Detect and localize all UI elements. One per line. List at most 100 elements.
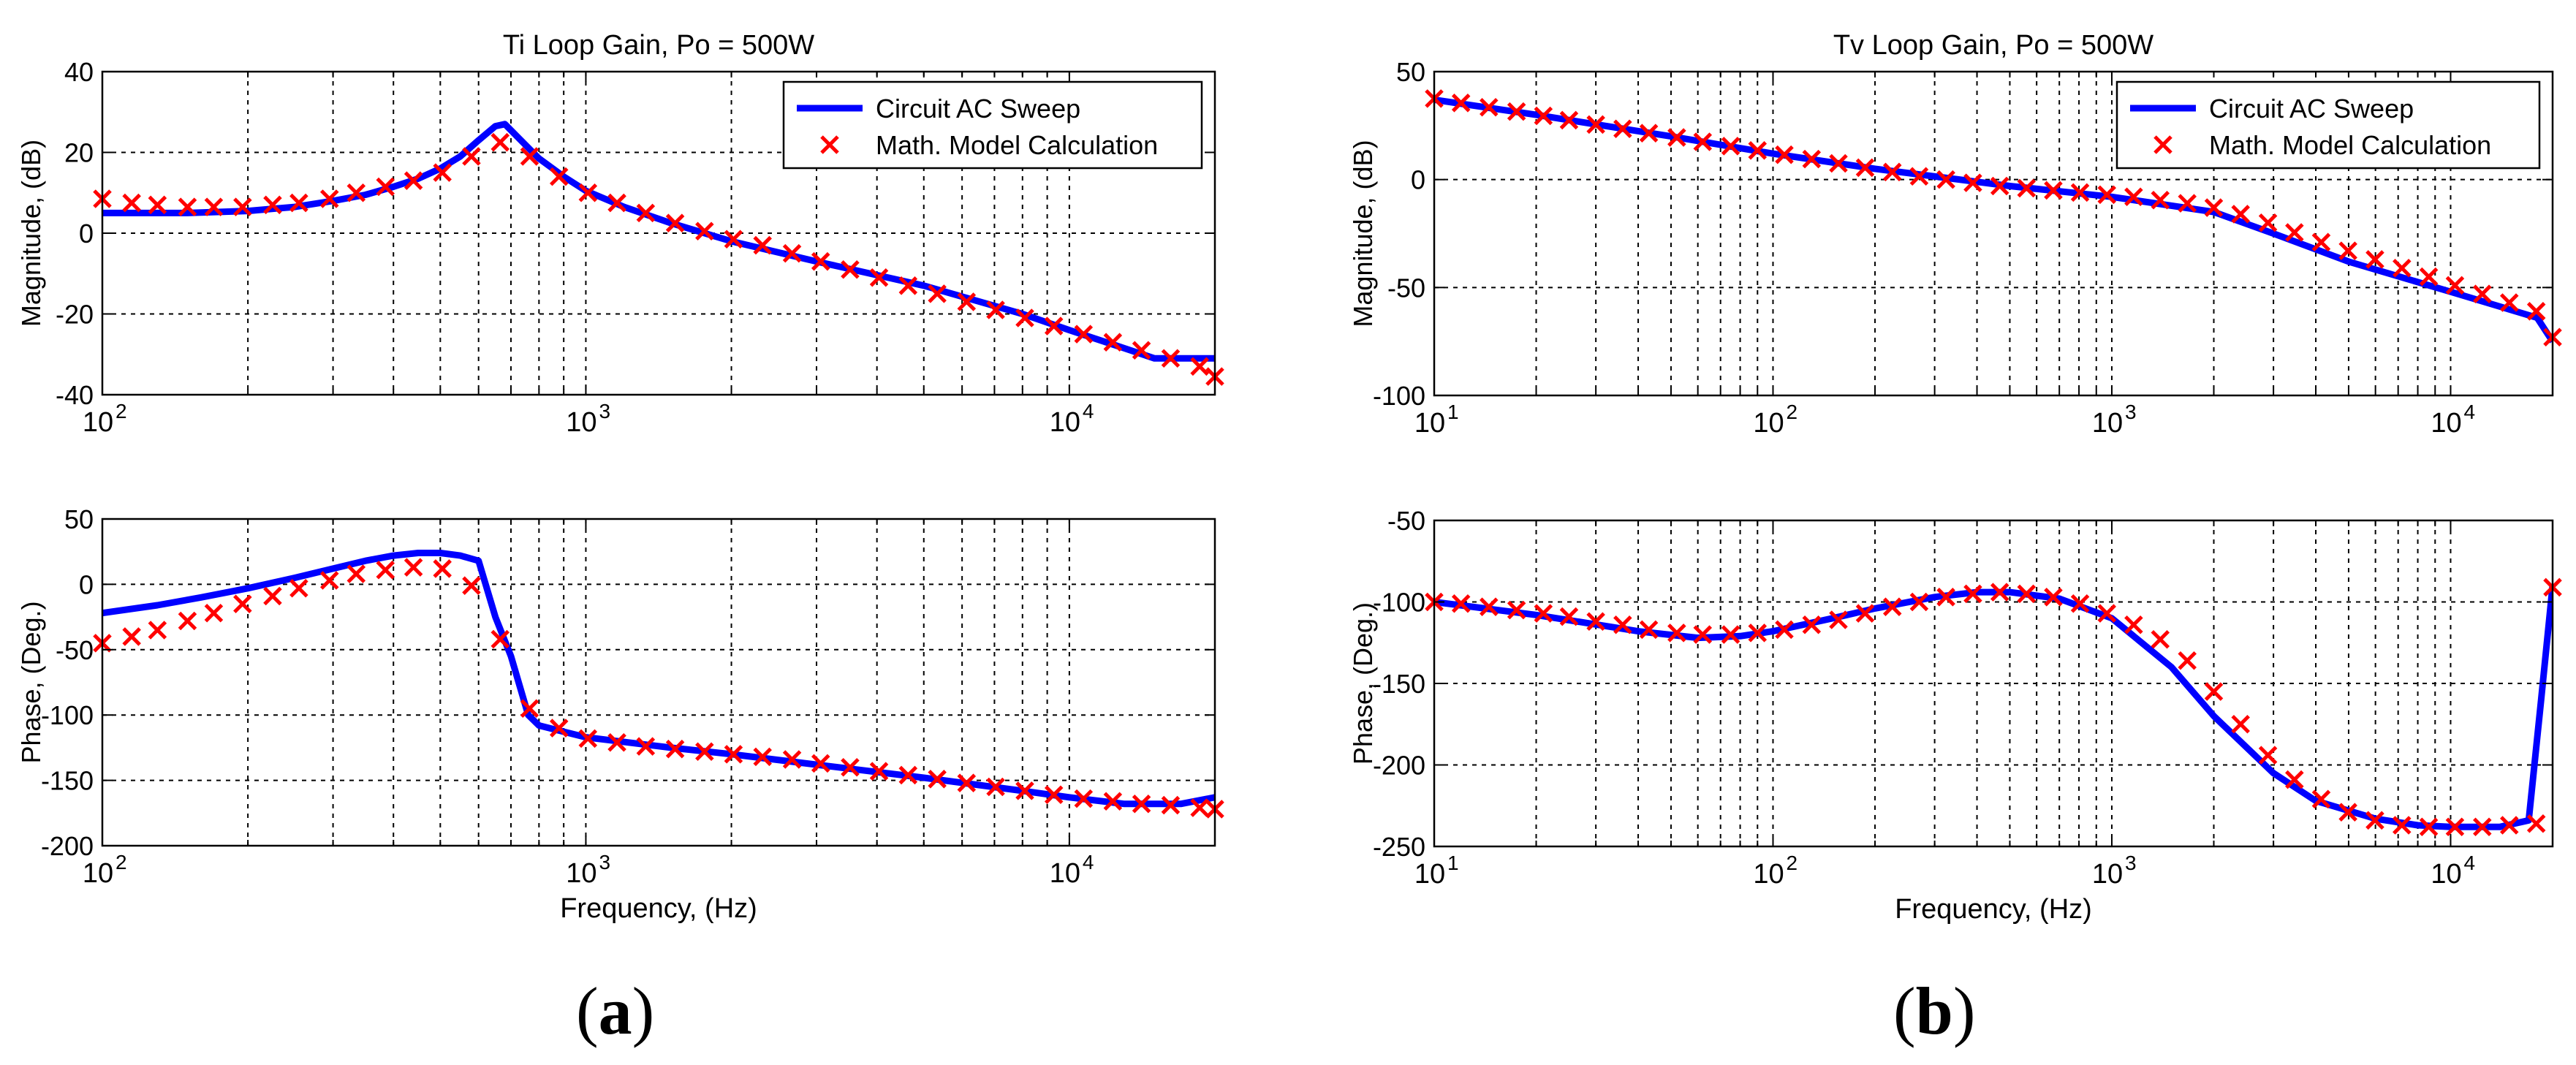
- series-math-model-point: [2419, 817, 2439, 837]
- series-math-model-point: [724, 230, 743, 249]
- x-tick-exponent: 3: [599, 851, 610, 873]
- series-math-model-point: [1190, 357, 1209, 376]
- series-math-model-point: [1909, 592, 1929, 612]
- y-tick-label: -50: [1387, 273, 1425, 303]
- series-math-model-point: [148, 195, 167, 215]
- series-math-model-point: [2097, 604, 2116, 623]
- series-math-model-point: [811, 754, 830, 773]
- axes-frame: [1433, 70, 2554, 397]
- series-math-model-point: [1667, 128, 1686, 147]
- panel-letter-b: b: [1915, 974, 1953, 1048]
- y-axis-label: Magnitude, (dB): [16, 140, 46, 327]
- series-math-model-point: [841, 259, 860, 279]
- series-math-model-point: [753, 747, 772, 767]
- x-tick-exponent: 2: [115, 400, 127, 422]
- series-math-model-point: [1693, 132, 1713, 151]
- y-tick-label: 40: [64, 57, 94, 87]
- legend-label: Circuit AC Sweep: [2209, 94, 2414, 124]
- y-tick-label: 0: [79, 569, 94, 599]
- series-math-model-point: [1015, 781, 1034, 800]
- series-math-model-point: [2311, 789, 2331, 809]
- series-math-model-point: [578, 183, 598, 202]
- legend: Circuit AC Sweep Math. Model Calculation: [2115, 80, 2541, 170]
- series-math-model-point: [1103, 792, 1123, 811]
- x-tick-exponent: 3: [599, 400, 610, 422]
- series-math-model-point: [122, 627, 141, 646]
- series-math-model-point: [148, 621, 167, 640]
- series-math-model-point: [665, 739, 685, 759]
- x-tick-label: 10: [566, 407, 596, 438]
- series-math-model-point: [289, 578, 308, 598]
- series-math-model-point: [1639, 124, 1659, 143]
- x-tick-exponent: 3: [2125, 401, 2137, 423]
- series-math-model-point: [2499, 293, 2519, 312]
- x-tick-label: 10: [2092, 408, 2123, 439]
- x-tick-label: 10: [1753, 859, 1784, 890]
- series-math-model-point: [869, 762, 889, 781]
- series-math-model-point: [2231, 205, 2250, 224]
- series-math-model-point: [2204, 682, 2224, 701]
- x-tick-exponent: 3: [2125, 852, 2137, 874]
- series-math-model-point: [1693, 625, 1713, 644]
- y-tick-label: -100: [1373, 588, 1425, 618]
- x-tick-label: 10: [83, 858, 113, 889]
- series-math-model-point: [233, 197, 252, 216]
- series-math-model-point: [1748, 141, 1768, 160]
- series-math-model-point: [782, 750, 802, 769]
- x-axis-label: Frequency, (Hz): [560, 893, 757, 924]
- series-math-model-point: [319, 189, 339, 208]
- series-math-model-point: [2365, 811, 2384, 830]
- series-math-model-point: [520, 699, 539, 719]
- series-math-model-point: [2473, 817, 2492, 837]
- chart-title: Tv Loop Gain, Po = 500W: [1833, 30, 2153, 61]
- x-tick-exponent: 4: [2463, 852, 2475, 874]
- y-tick-label: -200: [1373, 751, 1425, 781]
- series-math-model-point: [724, 745, 743, 764]
- series-math-model-point: [1534, 604, 1553, 623]
- series-math-model-point: [549, 719, 569, 738]
- y-tick-label: 50: [1396, 57, 1425, 87]
- y-tick-label: 0: [79, 219, 94, 249]
- x-tick-label: 10: [2092, 859, 2123, 890]
- series-math-model-point: [753, 235, 772, 255]
- x-tick-exponent: 4: [2463, 401, 2475, 423]
- series-math-model-point: [2124, 615, 2143, 634]
- series-math-model-point: [1613, 615, 1632, 634]
- series-math-model-point: [1990, 583, 2009, 602]
- legend-box: [782, 80, 1203, 170]
- series-math-model-point: [2044, 181, 2063, 200]
- series-math-model-point: [1909, 167, 1929, 186]
- y-tick-label: -100: [1373, 381, 1425, 411]
- legend-label: Math. Model Calculation: [876, 130, 1158, 160]
- legend-box: [2115, 80, 2541, 170]
- x-tick-label: 10: [1414, 408, 1445, 439]
- series-math-model-point: [1936, 588, 1955, 607]
- series-math-model-point: [1748, 624, 1768, 643]
- series-math-model-point: [636, 203, 656, 223]
- series-math-model-point: [1103, 333, 1123, 352]
- series-math-model-point: [1161, 349, 1181, 368]
- x-tick-label: 10: [1050, 858, 1080, 889]
- series-math-model-point: [2499, 816, 2519, 835]
- series-math-model-point: [898, 276, 918, 295]
- x-tick-label: 10: [566, 858, 596, 889]
- legend-label: Math. Model Calculation: [2209, 130, 2491, 160]
- series-math-model-point: [1882, 597, 1902, 616]
- series-math-model-point: [898, 765, 918, 785]
- series-math-model-point: [2419, 267, 2439, 287]
- series-math-model-point: [1721, 137, 1740, 156]
- series-math-model-point: [1721, 625, 1740, 644]
- y-tick-label: 50: [64, 504, 94, 534]
- x-tick-label: 10: [1414, 859, 1445, 890]
- series-math-model-point: [433, 163, 452, 182]
- y-tick-label: 0: [1411, 165, 1425, 195]
- series-math-model-point: [2393, 816, 2412, 835]
- series-math-model-point: [1451, 94, 1471, 113]
- series-math-model-point: [1507, 600, 1526, 620]
- legend-marker-icon: [820, 135, 839, 154]
- series-math-model-point: [957, 773, 977, 792]
- series-math-model-point: [2473, 284, 2492, 303]
- series-math-model-point: [1802, 615, 1822, 634]
- x-tick-exponent: 1: [1447, 852, 1459, 874]
